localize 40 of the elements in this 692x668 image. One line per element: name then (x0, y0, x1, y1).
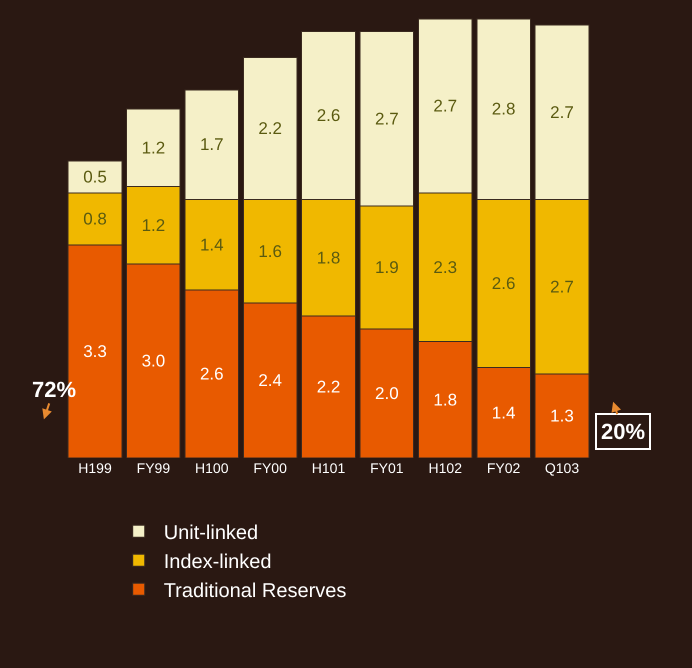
x-tick-label: FY00 (253, 460, 288, 476)
data-label: 1.8 (433, 390, 458, 410)
x-tick-label: H101 (312, 460, 346, 476)
data-label: 2.7 (375, 109, 399, 128)
x-tick-label: FY01 (370, 460, 404, 476)
text: 20% (601, 419, 646, 444)
data-label: 2.2 (258, 119, 282, 138)
data-label: 3.3 (83, 342, 107, 361)
legend-label: Unit-linked (164, 522, 258, 544)
x-tick-label: FY99 (136, 460, 170, 476)
data-label: 2.0 (375, 384, 399, 403)
legend-label: Traditional Reserves (164, 580, 346, 602)
data-label: 1.9 (375, 258, 399, 277)
data-label: 1.2 (142, 138, 166, 158)
data-label: 1.7 (200, 135, 224, 154)
x-tick-label: H199 (78, 460, 112, 476)
data-label: 3.0 (142, 352, 166, 371)
data-label: 0.8 (83, 210, 107, 229)
data-label: 1.6 (258, 242, 282, 261)
x-tick-label: Q103 (544, 460, 580, 476)
data-label: 1.8 (316, 248, 340, 268)
data-label: 2.8 (492, 100, 516, 119)
data-label: 1.3 (550, 406, 574, 426)
data-label: 2.3 (433, 258, 458, 277)
x-tick-label: H100 (195, 460, 229, 476)
data-label: 2.6 (200, 364, 224, 384)
data-label: 1.4 (492, 403, 516, 422)
data-label: 1.4 (200, 235, 224, 254)
legend-label: Index-linked (164, 551, 272, 574)
data-label: 0.5 (83, 168, 107, 187)
data-label: 1.2 (142, 216, 166, 235)
x-tick-label: FY02 (486, 460, 521, 476)
data-label: 2.6 (316, 106, 340, 126)
data-label: 2.7 (550, 277, 574, 296)
data-label: 2.7 (550, 102, 574, 122)
x-tick-label: H102 (428, 460, 462, 476)
data-label: 2.6 (492, 274, 516, 294)
data-label: 2.7 (433, 96, 458, 116)
data-label: 2.2 (316, 377, 340, 396)
data-label: 2.4 (258, 370, 282, 390)
